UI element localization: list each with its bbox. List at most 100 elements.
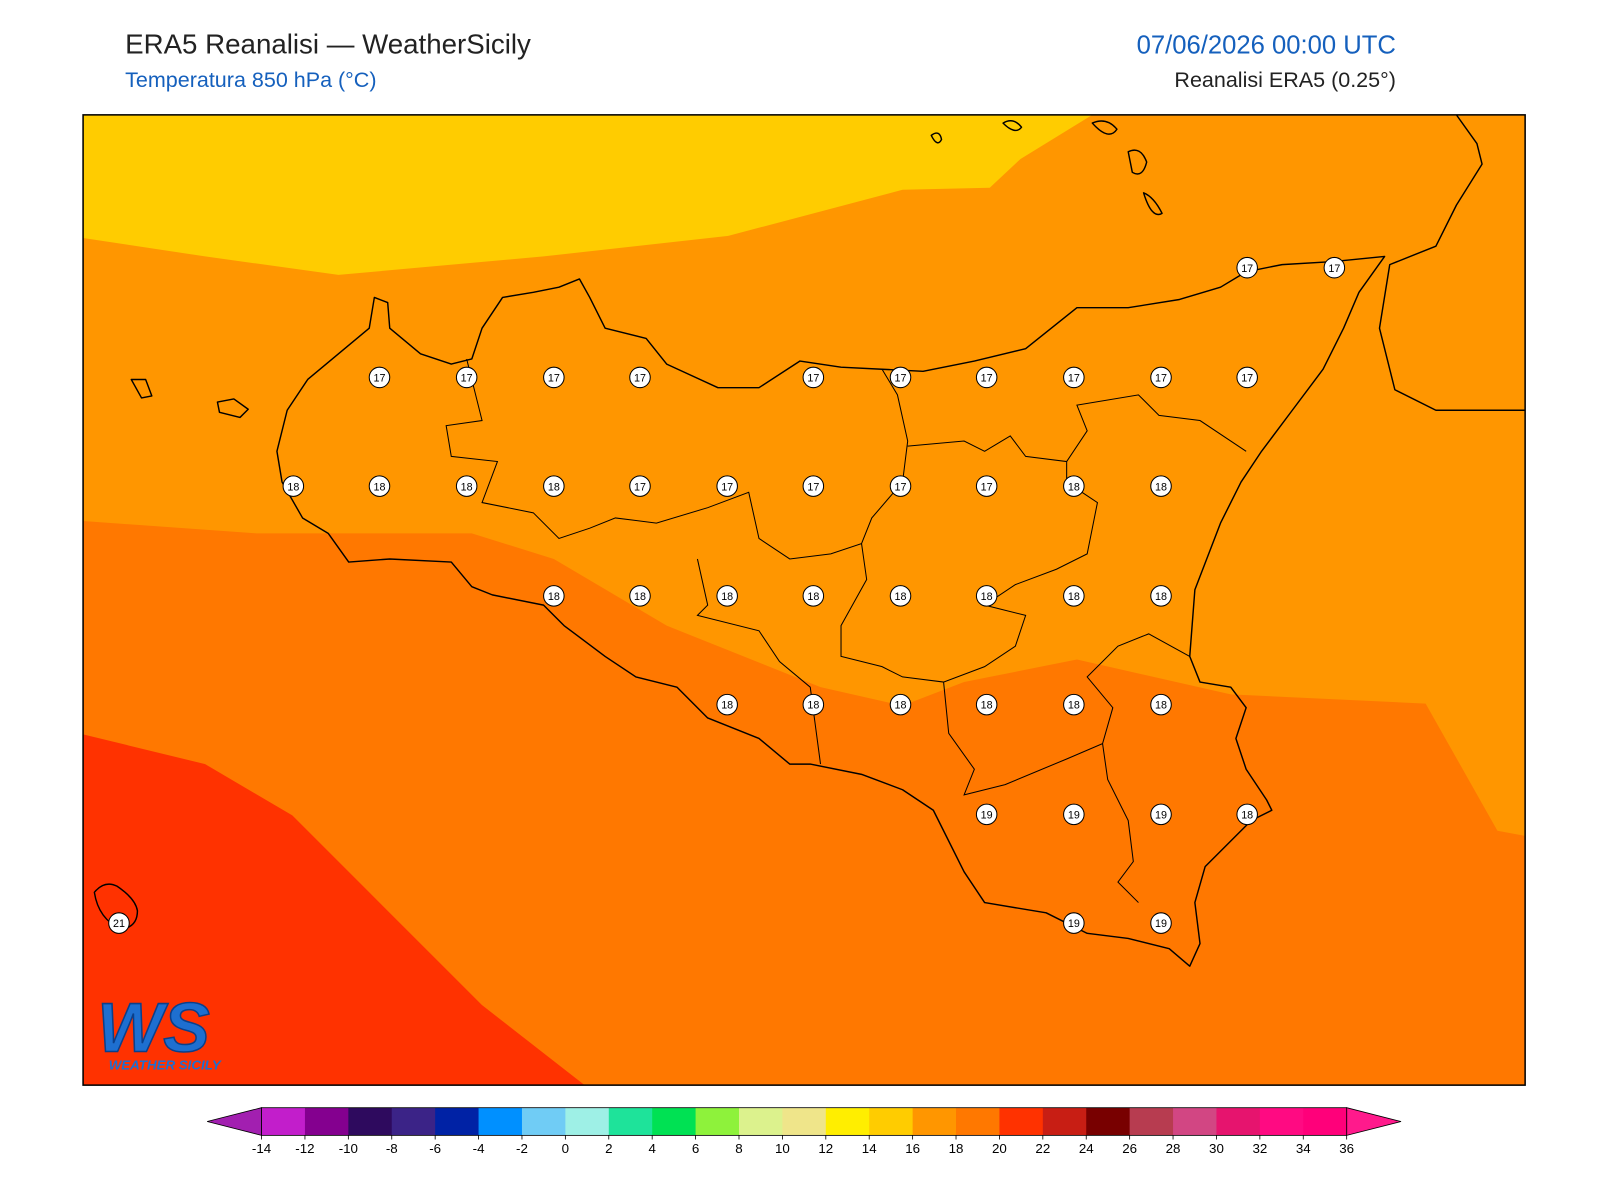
station-marker <box>543 475 565 497</box>
station-value: 18 <box>807 700 819 712</box>
station-marker <box>889 366 912 389</box>
colorbar-bin <box>435 1107 480 1136</box>
station-value: 18 <box>548 481 560 493</box>
logo: WS WEATHER SICILY <box>97 988 222 1073</box>
station-value: 17 <box>807 481 819 493</box>
station-value: 18 <box>1155 481 1167 493</box>
station-marker <box>975 585 998 607</box>
station-marker <box>455 366 478 389</box>
station-marker <box>1063 693 1085 716</box>
station-marker <box>543 585 565 607</box>
colorbar-tick-label: 10 <box>775 1141 790 1156</box>
colorbar-tick-label: 30 <box>1209 1141 1224 1156</box>
colorbar-tick-label: -14 <box>252 1141 272 1156</box>
colorbar-tick-label: -10 <box>339 1141 358 1156</box>
colorbar-tick-label: -2 <box>516 1141 528 1156</box>
station-value: 19 <box>1068 809 1080 821</box>
colorbar-bin <box>825 1107 870 1136</box>
colorbar-bin <box>695 1107 740 1136</box>
station-marker <box>629 585 651 607</box>
station-value: 17 <box>895 481 907 493</box>
station-marker <box>282 475 305 497</box>
sicily-coast <box>276 255 1386 967</box>
station-value: 17 <box>374 373 386 385</box>
colorbar-bin <box>652 1107 697 1136</box>
station-value: 17 <box>1241 263 1253 275</box>
station-value: 18 <box>461 481 473 493</box>
colorbar-tick-label: 24 <box>1079 1141 1094 1156</box>
datetime: 07/06/2026 00:00 UTC <box>1137 31 1396 59</box>
colorbar-tick-label: 8 <box>735 1141 742 1156</box>
province-borders <box>445 358 1247 903</box>
station-value: 19 <box>1155 918 1167 930</box>
station-value: 18 <box>1068 481 1080 493</box>
colorbar-bin <box>521 1107 566 1136</box>
colorbar-tick-label: -4 <box>473 1141 485 1156</box>
station-marker <box>716 475 738 497</box>
station-marker <box>1323 256 1346 279</box>
station-value: 17 <box>721 481 733 493</box>
station-value: 17 <box>895 373 907 385</box>
station-marker <box>1236 256 1258 279</box>
colorbar-tick-label: 22 <box>1035 1141 1050 1156</box>
calabria-coast <box>1378 114 1526 411</box>
map-frame <box>82 114 1526 1086</box>
station-marker <box>1150 803 1172 826</box>
station-marker <box>629 475 651 497</box>
station-value: 21 <box>113 918 125 930</box>
colorbar-bin <box>1129 1107 1174 1136</box>
colorbar-tick-label: 6 <box>692 1141 699 1156</box>
station-marker <box>716 693 738 716</box>
colorbar-tick-label: -8 <box>386 1141 398 1156</box>
station-value: 18 <box>1068 700 1080 712</box>
station-value: 18 <box>981 700 993 712</box>
station-marker <box>368 475 391 497</box>
colorbar-tick-label: 34 <box>1296 1141 1311 1156</box>
islands <box>93 120 1163 930</box>
station-marker <box>455 475 478 497</box>
colorbar-tick-label: 16 <box>905 1141 920 1156</box>
station-marker <box>1150 912 1172 934</box>
station-marker <box>1150 475 1172 497</box>
station-value: 17 <box>634 373 646 385</box>
station-marker <box>889 693 912 716</box>
colorbar-bin <box>912 1107 957 1136</box>
station-marker <box>1150 585 1172 607</box>
station-value: 17 <box>461 373 473 385</box>
station-value: 17 <box>807 373 819 385</box>
station-value: 19 <box>1068 918 1080 930</box>
colorbar-tick-label: 0 <box>562 1141 569 1156</box>
band-20-22 <box>83 734 585 1086</box>
station-marker <box>1236 366 1258 389</box>
station-value: 17 <box>1068 373 1080 385</box>
colorbar-bin <box>782 1107 827 1136</box>
colorbar-bin <box>478 1107 523 1136</box>
station-value: 18 <box>1155 591 1167 603</box>
colorbar-bin <box>348 1107 393 1136</box>
station-value: 19 <box>1155 809 1167 821</box>
colorbar-tick-label: 14 <box>862 1141 877 1156</box>
colorbar-tick-label: 26 <box>1122 1141 1137 1156</box>
colorbar-tick-label: 12 <box>818 1141 833 1156</box>
colorbar-bin <box>1173 1107 1217 1136</box>
station-marker <box>1150 693 1172 716</box>
colorbar-bin <box>956 1107 1000 1136</box>
station-marker <box>1063 366 1085 389</box>
colorbar-bin <box>869 1107 914 1136</box>
station-marker <box>889 585 912 607</box>
station-value: 18 <box>895 700 907 712</box>
colorbar-bin <box>304 1107 349 1136</box>
station-value: 17 <box>1241 373 1253 385</box>
station-marker <box>716 585 738 607</box>
station-marker <box>1063 475 1085 497</box>
station-value: 18 <box>981 591 993 603</box>
colorbar-bin <box>738 1107 783 1136</box>
station-value: 18 <box>1068 591 1080 603</box>
colorbar-tick-label: 2 <box>605 1141 612 1156</box>
colorbar-bin <box>565 1107 610 1136</box>
colorbar-bin <box>1303 1107 1348 1136</box>
station-value: 18 <box>634 591 646 603</box>
title: ERA5 Reanalisi — WeatherSicily <box>125 28 531 59</box>
colorbar-extend-high <box>1346 1107 1402 1136</box>
station-value: 17 <box>981 481 993 493</box>
